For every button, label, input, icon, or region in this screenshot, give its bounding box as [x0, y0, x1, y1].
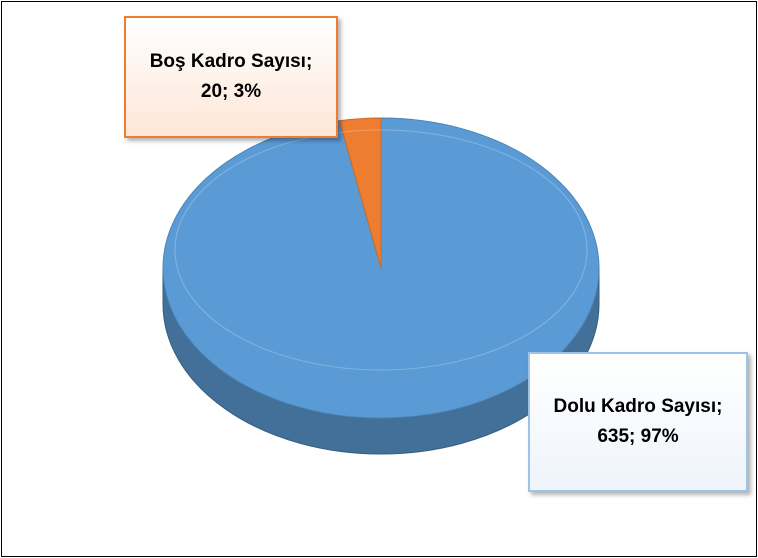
data-label: Boş Kadro Sayısı; 20; 3%: [124, 16, 338, 138]
pie-slice: [338, 117, 382, 269]
data-label: Dolu Kadro Sayısı; 635; 97%: [528, 352, 748, 492]
pie-highlight: [174, 129, 588, 371]
